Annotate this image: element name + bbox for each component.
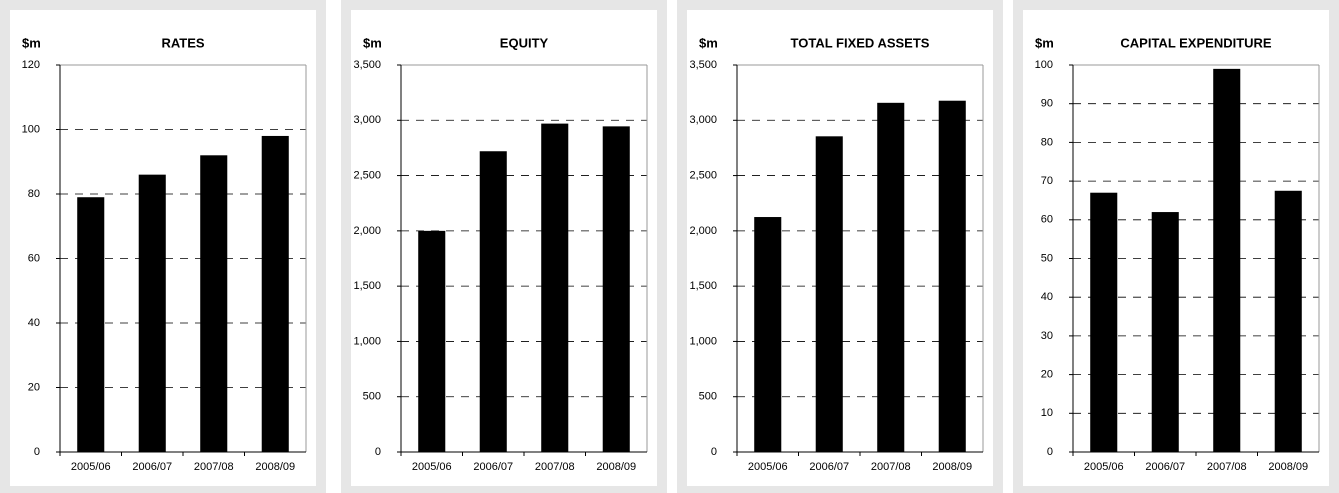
y-tick-label: 20 xyxy=(1041,369,1053,381)
y-tick-label: 2,500 xyxy=(689,169,717,181)
y-tick-label: 80 xyxy=(1041,136,1053,148)
y-axis-label: $m xyxy=(699,35,718,50)
y-tick-label: 10 xyxy=(1041,407,1053,419)
bar xyxy=(938,100,966,452)
y-tick-label: 0 xyxy=(375,446,381,458)
y-tick-label: 3,000 xyxy=(689,114,717,126)
chart-title: RATES xyxy=(161,35,204,50)
y-tick-label: 60 xyxy=(1041,214,1053,226)
bar xyxy=(815,136,843,452)
x-tick-label: 2008/09 xyxy=(596,461,636,473)
x-tick-label: 2007/08 xyxy=(871,461,911,473)
y-tick-label: 0 xyxy=(34,446,40,458)
bar xyxy=(1213,68,1241,453)
y-tick-label: 80 xyxy=(28,188,40,200)
y-tick-label: 120 xyxy=(22,59,40,71)
bar xyxy=(541,123,569,453)
x-tick-label: 2006/07 xyxy=(809,461,849,473)
y-axis-label: $m xyxy=(363,35,382,50)
y-axis-label: $m xyxy=(1035,35,1054,50)
y-tick-label: 30 xyxy=(1041,330,1053,342)
y-axis-label: $m xyxy=(22,35,41,50)
y-tick-label: 1,500 xyxy=(689,280,717,292)
x-tick-label: 2006/07 xyxy=(1145,461,1185,473)
x-tick-label: 2006/07 xyxy=(132,461,172,473)
y-tick-label: 500 xyxy=(699,391,717,403)
x-tick-label: 2005/06 xyxy=(71,461,111,473)
x-tick-label: 2006/07 xyxy=(473,461,513,473)
y-tick-label: 2,000 xyxy=(353,225,381,237)
y-tick-label: 2,000 xyxy=(689,225,717,237)
bar xyxy=(77,197,105,452)
bar xyxy=(479,151,507,452)
y-tick-label: 1,000 xyxy=(689,335,717,347)
y-tick-label: 20 xyxy=(28,381,40,393)
y-tick-label: 0 xyxy=(711,446,717,458)
y-tick-label: 2,500 xyxy=(353,169,381,181)
bar xyxy=(602,126,630,453)
bar xyxy=(200,155,228,453)
chart-title: TOTAL FIXED ASSETS xyxy=(791,35,930,50)
y-tick-label: 70 xyxy=(1041,175,1053,187)
y-tick-label: 40 xyxy=(28,317,40,329)
y-tick-label: 1,000 xyxy=(353,335,381,347)
y-tick-label: 40 xyxy=(1041,291,1053,303)
x-tick-label: 2008/09 xyxy=(1268,461,1308,473)
x-tick-label: 2005/06 xyxy=(748,461,788,473)
x-tick-label: 2008/09 xyxy=(932,461,972,473)
chart-title: CAPITAL EXPENDITURE xyxy=(1120,35,1272,50)
x-tick-label: 2005/06 xyxy=(1084,461,1124,473)
y-tick-label: 500 xyxy=(363,391,381,403)
y-tick-label: 90 xyxy=(1041,98,1053,110)
bar xyxy=(1090,192,1118,452)
y-tick-label: 3,000 xyxy=(353,114,381,126)
bar xyxy=(754,217,782,452)
x-tick-label: 2007/08 xyxy=(194,461,234,473)
y-tick-label: 50 xyxy=(1041,252,1053,264)
x-tick-label: 2007/08 xyxy=(1207,461,1247,473)
bar xyxy=(418,230,446,452)
bar xyxy=(1274,190,1302,452)
bar xyxy=(138,174,166,452)
y-tick-label: 100 xyxy=(1035,59,1053,71)
x-tick-label: 2005/06 xyxy=(412,461,452,473)
y-tick-label: 100 xyxy=(22,123,40,135)
bar xyxy=(1151,212,1179,452)
bar xyxy=(261,135,289,452)
x-tick-label: 2008/09 xyxy=(255,461,295,473)
bar xyxy=(877,102,905,452)
y-tick-label: 60 xyxy=(28,252,40,264)
chart-title: EQUITY xyxy=(500,35,549,50)
y-tick-label: 3,500 xyxy=(353,59,381,71)
x-tick-label: 2007/08 xyxy=(535,461,575,473)
y-tick-label: 0 xyxy=(1047,446,1053,458)
y-tick-label: 3,500 xyxy=(689,59,717,71)
y-tick-label: 1,500 xyxy=(353,280,381,292)
